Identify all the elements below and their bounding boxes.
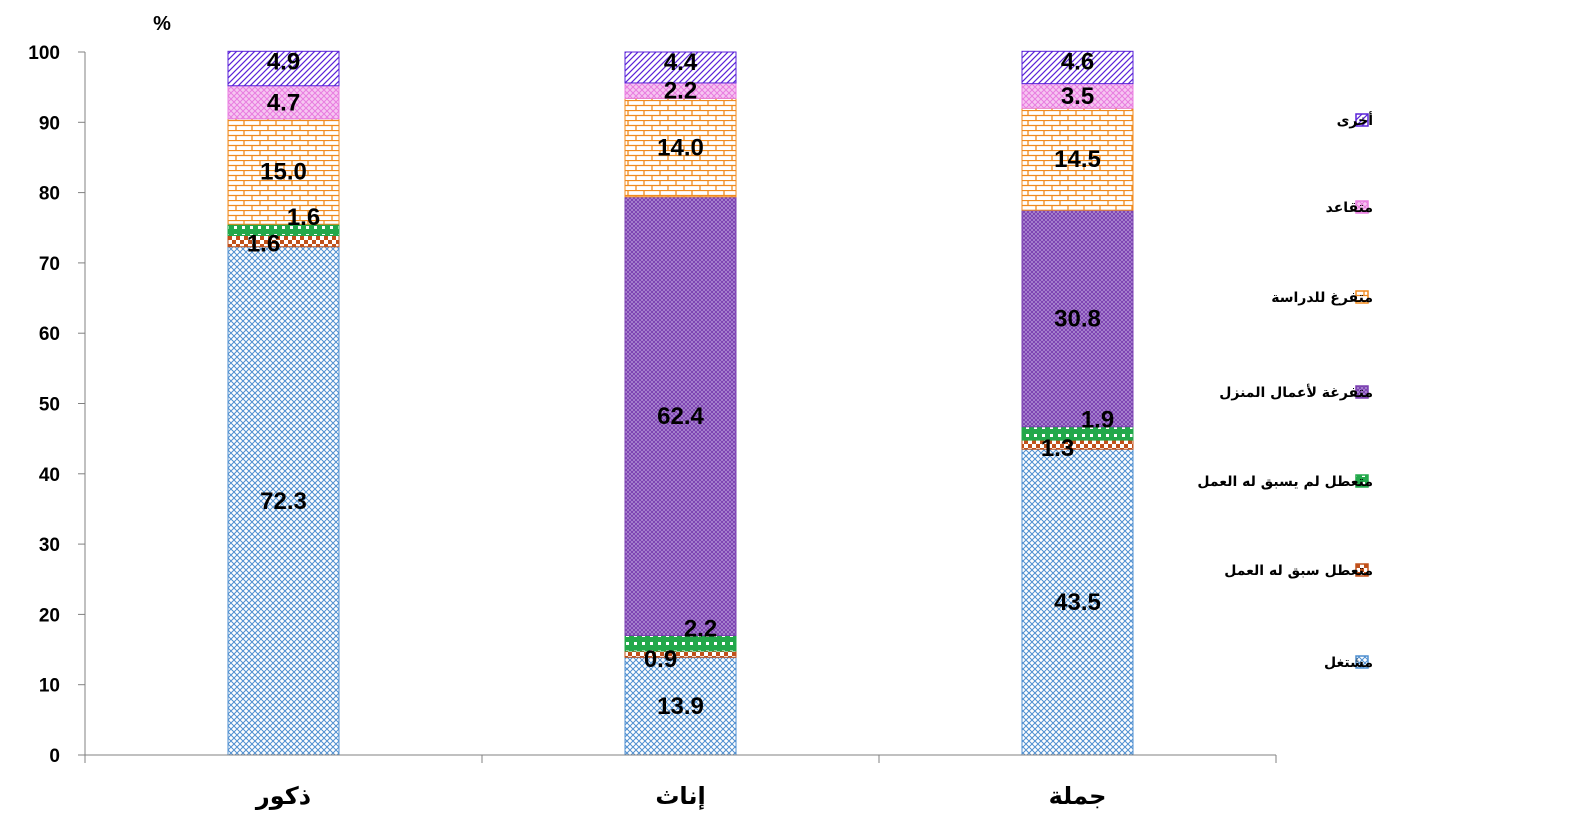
y-tick-label: 20 xyxy=(39,605,60,626)
y-tick-label: 30 xyxy=(39,535,60,556)
data-label: 1.3 xyxy=(1041,435,1074,462)
bar-segment xyxy=(1021,107,1134,211)
data-label: 2.2 xyxy=(664,78,697,105)
data-label: 4.4 xyxy=(664,49,698,76)
legend-swatch xyxy=(1355,290,1369,304)
bar-segment xyxy=(624,656,737,756)
data-label: 15.0 xyxy=(260,159,307,186)
bar-segment xyxy=(624,634,737,652)
bar-segment xyxy=(1021,50,1134,85)
category-label: جملة xyxy=(1049,782,1107,810)
y-tick-label: 90 xyxy=(39,113,60,134)
data-label: 4.9 xyxy=(267,48,300,75)
legend-swatch xyxy=(1355,200,1369,214)
data-label: 2.2 xyxy=(684,615,717,642)
data-label: 43.5 xyxy=(1054,589,1101,616)
axes-lines xyxy=(84,52,1277,763)
y-tick-label: 50 xyxy=(39,395,60,416)
bar-segment xyxy=(624,51,737,84)
legend-label: متعطل لم يسبق له العمل xyxy=(1197,474,1373,490)
legend-swatch xyxy=(1355,385,1369,399)
y-tick-label: 100 xyxy=(28,43,60,64)
data-label: 14.0 xyxy=(657,135,704,162)
legend-label: متعطل سبق له العمل xyxy=(1224,563,1373,579)
x-axis-categories: ذكور إناث جملة xyxy=(255,782,1106,810)
bar-segment xyxy=(1021,439,1134,450)
bar-segment xyxy=(1021,426,1134,441)
data-label: 14.5 xyxy=(1054,146,1101,173)
y-tick-label: 60 xyxy=(39,324,60,345)
data-label: 1.6 xyxy=(247,230,280,257)
legend-swatch xyxy=(1355,474,1369,488)
bar-segment xyxy=(1021,209,1134,428)
y-axis: 0 10 20 30 40 50 60 70 80 90 100 xyxy=(28,43,85,767)
legend: مشتغل متعطل سبق له العمل متعطل لم يسبق له … xyxy=(1197,111,1373,671)
y-tick-label: 0 xyxy=(49,746,60,767)
legend-label: أخرى xyxy=(1337,111,1373,129)
y-axis-unit-label: % xyxy=(153,13,171,35)
legend-swatch xyxy=(1355,563,1369,577)
legend-label: متفرغ للدراسة xyxy=(1271,290,1373,306)
data-label: 30.8 xyxy=(1054,305,1101,332)
data-label: 0.9 xyxy=(644,646,677,673)
legend-label: مشتغل xyxy=(1324,655,1373,671)
bar-segment xyxy=(227,234,340,248)
bar-segment xyxy=(227,85,340,120)
bar-segment xyxy=(227,118,340,225)
bar-segment xyxy=(624,196,737,636)
bar-segment xyxy=(227,50,340,87)
bar-segment xyxy=(1021,448,1134,756)
data-label: 72.3 xyxy=(260,488,307,515)
legend-label: متفرغة لأعمال المنزل xyxy=(1219,384,1373,401)
y-tick-label: 10 xyxy=(39,676,60,697)
y-tick-label: 40 xyxy=(39,465,60,486)
y-tick-label: 70 xyxy=(39,254,60,275)
data-label: 4.6 xyxy=(1061,48,1094,75)
legend-label: متقاعد xyxy=(1326,200,1373,216)
data-label: 3.5 xyxy=(1061,83,1094,110)
data-label: 1.9 xyxy=(1081,407,1114,434)
bar-segment xyxy=(227,246,340,756)
bar-segment xyxy=(227,223,340,236)
bar-segment xyxy=(624,97,737,198)
category-label: ذكور xyxy=(255,782,311,810)
data-label: 62.4 xyxy=(657,403,704,430)
legend-swatch xyxy=(1355,113,1369,127)
data-label: 4.7 xyxy=(267,89,300,116)
category-label: إناث xyxy=(655,782,705,810)
data-labels-group: 72.3 1.6 1.6 15.0 4.7 4.9 13.9 0.9 2.2 62.4 14.0 2.… xyxy=(247,48,1114,720)
bar-segment xyxy=(1021,83,1134,109)
bar-segment xyxy=(624,650,737,658)
data-label: 1.6 xyxy=(287,204,320,231)
data-label: 13.9 xyxy=(657,693,704,720)
y-tick-label: 80 xyxy=(39,184,60,205)
bars-group xyxy=(227,50,1134,756)
legend-swatch xyxy=(1355,655,1369,669)
